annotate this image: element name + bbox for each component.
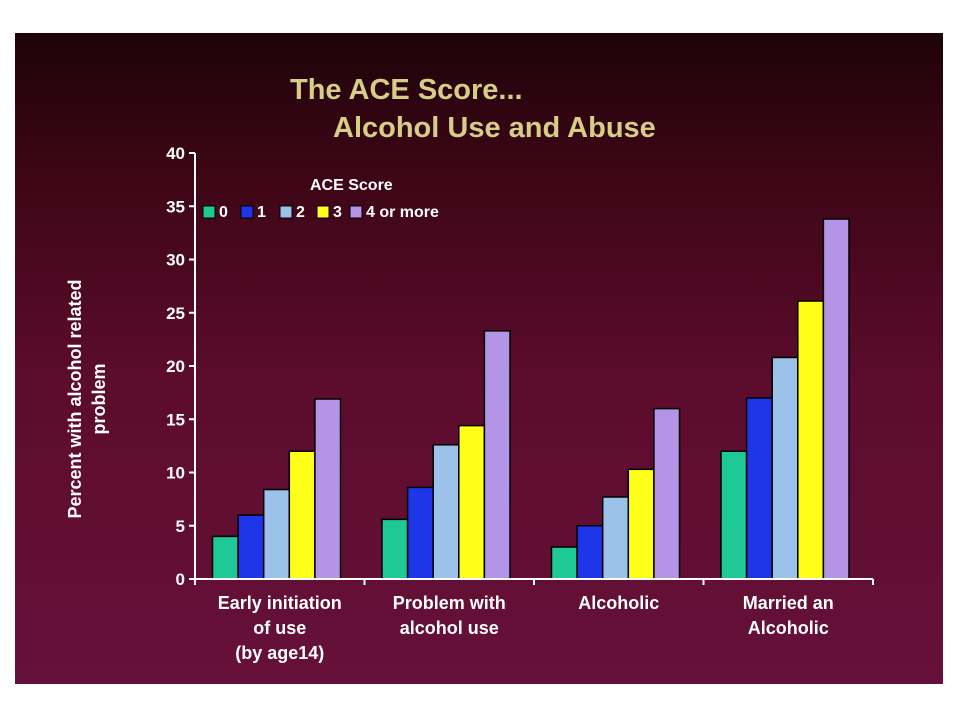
bar (576, 525, 604, 580)
y-axis-label-line-2: problem (89, 363, 109, 434)
chart-title-line-2: Alcohol Use and Abuse (333, 112, 656, 144)
x-category-label: Alcoholic (578, 593, 659, 613)
legend-swatch (316, 205, 330, 219)
bar (237, 514, 265, 580)
legend-entry-label: 0 (219, 204, 228, 221)
legend-swatch (202, 205, 216, 219)
bar (653, 407, 681, 580)
y-tick-label: 35 (166, 197, 185, 216)
legend-entry-label: 2 (296, 204, 305, 221)
legend: ACE Score 0 1 2 3 4 or more (202, 177, 439, 221)
legend-entry-label: 3 (333, 204, 342, 221)
bar (458, 424, 486, 580)
bars (211, 218, 850, 580)
y-tick-label: 20 (166, 357, 185, 376)
bar (262, 488, 291, 580)
bar (771, 356, 799, 580)
bar (288, 450, 316, 580)
x-category-label: Alcoholic (748, 618, 829, 638)
y-axis-label: Percent with alcohol related problem (65, 279, 109, 518)
x-category-label: of use (253, 618, 306, 638)
bar (406, 486, 434, 580)
y-axis-label-line-1: Percent with alcohol related (65, 279, 85, 518)
legend-swatch (349, 205, 363, 219)
bar (627, 468, 655, 580)
chart-title: The ACE Score... Alcohol Use and Abuse (290, 74, 656, 144)
bar (314, 398, 342, 580)
bar (483, 330, 511, 580)
bar (550, 546, 578, 580)
y-tick-label: 40 (166, 144, 185, 163)
bar (822, 218, 850, 580)
bar (720, 450, 748, 580)
bar (432, 444, 460, 580)
y-tick-label: 30 (166, 251, 185, 270)
y-tick-label: 10 (166, 464, 185, 483)
ace-alcohol-chart: The ACE Score... Alcohol Use and Abuse P… (65, 74, 874, 663)
axes (194, 153, 874, 585)
x-axis-category-labels: Early initiation of use (by age14) Problem … (218, 593, 834, 663)
x-category-label: Problem with (393, 593, 506, 613)
y-tick-label: 5 (176, 517, 185, 536)
y-tick-label: 0 (176, 570, 185, 589)
chart-title-line-1: The ACE Score... (290, 74, 523, 106)
bar (381, 518, 409, 580)
legend-entry-label: 4 or more (366, 204, 439, 221)
x-category-label: alcohol use (400, 618, 499, 638)
legend-title: ACE Score (310, 177, 393, 194)
slide: The ACE Score... Alcohol Use and Abuse P… (15, 33, 943, 684)
y-tick-label: 25 (166, 304, 185, 323)
x-category-label: Married an (743, 593, 834, 613)
x-category-label: Early initiation (218, 593, 342, 613)
legend-swatch (240, 205, 254, 219)
x-category-label: (by age14) (235, 643, 324, 663)
legend-entry-label: 1 (257, 204, 266, 221)
y-tick-label: 15 (166, 410, 185, 429)
bar (211, 535, 239, 580)
bar (601, 496, 630, 580)
bar (745, 397, 773, 580)
y-axis-ticks: 0 5 10 15 20 25 30 35 40 (166, 144, 195, 589)
legend-swatch (279, 205, 293, 219)
bar (797, 300, 825, 580)
